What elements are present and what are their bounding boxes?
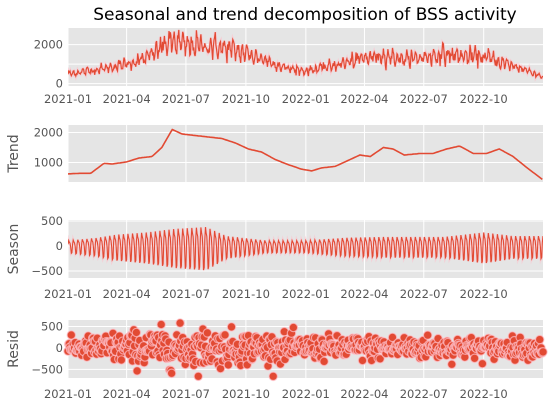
- resid-point: [156, 319, 166, 330]
- x-tick-label: 2021-04: [103, 287, 151, 301]
- resid-point: [66, 330, 77, 340]
- x-tick-label: 2022-07: [400, 92, 448, 106]
- resid-point: [220, 330, 230, 340]
- x-tick-label: 2022-04: [340, 387, 388, 401]
- resid-point: [202, 328, 213, 338]
- panel-trend: 1000 2000 Trend: [6, 125, 543, 182]
- y-tick-label: 2000: [34, 126, 63, 140]
- x-tick-label: 2021-04: [103, 92, 151, 106]
- x-tick-label: 2022-01: [282, 287, 330, 301]
- y-tick-label: 500: [41, 214, 63, 228]
- resid-point: [477, 358, 488, 369]
- resid-point: [319, 356, 329, 367]
- x-tick-label: 2022-04: [340, 92, 388, 106]
- season-series-line: [68, 227, 543, 271]
- y-tick-label: −500: [31, 264, 63, 278]
- panels-group: 0 2000 2021-01 2021-04 2021-07 2021-10 2022-01…: [6, 28, 548, 401]
- y-axis-label: Trend: [6, 134, 22, 173]
- x-tick-label: 2022-01: [282, 92, 330, 106]
- resid-point: [131, 327, 142, 338]
- x-tick-label: 2021-07: [162, 92, 210, 106]
- x-tick-label: 2022-10: [460, 92, 508, 106]
- observed-series-line: [68, 29, 543, 80]
- x-tick-label: 2022-10: [460, 387, 508, 401]
- resid-point: [193, 371, 204, 382]
- resid-point: [226, 322, 237, 332]
- x-tick-label: 2021-10: [222, 92, 270, 106]
- resid-point: [116, 355, 127, 365]
- trend-series-line: [68, 128, 543, 181]
- y-tick-label: 500: [41, 319, 63, 333]
- resid-point: [166, 368, 177, 379]
- resid-point: [132, 366, 142, 376]
- x-tick-label: 2022-04: [340, 287, 388, 301]
- y-tick-label: 2000: [34, 38, 63, 52]
- resid-point: [175, 318, 185, 328]
- x-tick-label: 2021-01: [44, 387, 92, 401]
- panel-observed: 0 2000 2021-01 2021-04 2021-07 2021-10 2022-01…: [34, 28, 543, 106]
- x-tick-label: 2021-01: [44, 92, 92, 106]
- resid-point: [446, 359, 457, 370]
- panel-resid: −500 0 500 Resid 2021-01 2021-04 2021-07 2021-1…: [6, 318, 548, 401]
- x-tick-label: 2021-01: [44, 287, 92, 301]
- resid-point: [375, 353, 385, 364]
- y-axis-label: Season: [6, 224, 22, 275]
- resid-point: [215, 363, 226, 374]
- panel-season: −500 0 500 Season 2021-01 2021-04 2021-07 2021-…: [6, 214, 543, 301]
- x-tick-label: 2021-07: [162, 387, 210, 401]
- resid-point: [538, 347, 548, 357]
- chart-title: Seasonal and trend decomposition of BSS …: [93, 5, 516, 25]
- resid-point: [288, 322, 299, 333]
- y-tick-label: 0: [56, 77, 63, 91]
- resid-point: [268, 371, 278, 382]
- x-tick-label: 2022-07: [400, 287, 448, 301]
- y-tick-label: 0: [56, 341, 63, 355]
- x-tick-label: 2022-01: [282, 387, 330, 401]
- y-tick-label: 1000: [34, 156, 63, 170]
- y-tick-label: 0: [56, 239, 63, 253]
- resid-point: [422, 330, 433, 340]
- x-tick-label: 2021-10: [222, 287, 270, 301]
- y-tick-label: −500: [31, 362, 63, 376]
- resid-point: [469, 353, 480, 364]
- x-tick-label: 2021-04: [103, 387, 151, 401]
- resid-point: [534, 334, 545, 345]
- resid-point: [357, 355, 368, 366]
- x-tick-label: 2021-10: [222, 387, 270, 401]
- y-axis-label: Resid: [6, 330, 22, 368]
- x-tick-label: 2022-07: [400, 387, 448, 401]
- x-tick-label: 2022-10: [460, 287, 508, 301]
- resid-point: [223, 360, 234, 370]
- x-tick-label: 2021-07: [162, 287, 210, 301]
